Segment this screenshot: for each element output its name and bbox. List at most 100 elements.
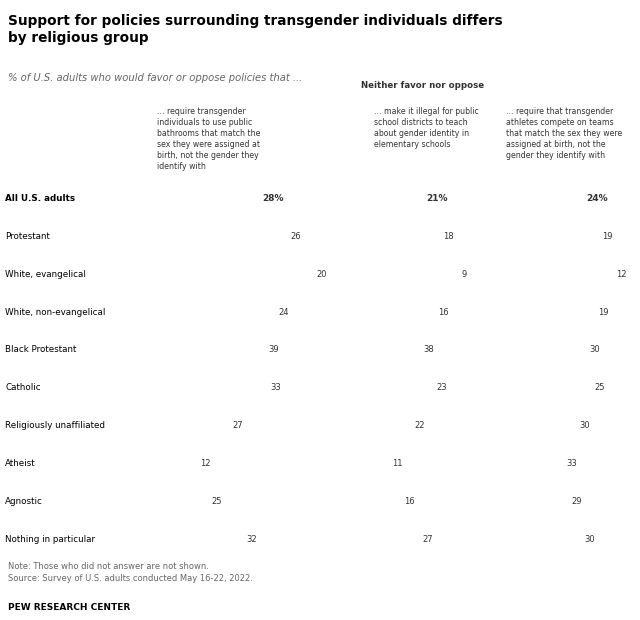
Text: Atheist: Atheist	[5, 459, 36, 468]
Text: 44: 44	[396, 383, 406, 392]
Text: 45: 45	[530, 421, 540, 430]
Text: 25: 25	[594, 383, 605, 392]
Text: ... require that transgender
athletes compete on teams
that match the sex they w: ... require that transgender athletes co…	[506, 107, 622, 160]
Text: 15: 15	[620, 383, 631, 392]
Text: 70: 70	[287, 459, 298, 468]
Text: 53: 53	[207, 232, 218, 241]
Text: 49: 49	[532, 534, 543, 544]
Text: 26: 26	[333, 383, 344, 392]
Text: 28%: 28%	[262, 194, 284, 203]
Text: 48: 48	[312, 421, 323, 430]
Text: 34: 34	[468, 308, 479, 317]
Text: White, non-evangelical: White, non-evangelical	[5, 308, 106, 317]
Text: Neither favor nor oppose: Neither favor nor oppose	[361, 81, 484, 91]
Text: 19: 19	[602, 232, 612, 241]
Text: 52: 52	[401, 232, 412, 241]
Text: Strongly oppose or oppose: Strongly oppose or oppose	[491, 81, 623, 91]
Text: 23: 23	[436, 383, 447, 392]
Text: 31%: 31%	[324, 194, 346, 203]
Text: 16: 16	[168, 497, 179, 506]
Text: 33: 33	[566, 459, 577, 468]
Text: Nothing in particular: Nothing in particular	[5, 534, 95, 544]
Text: 12: 12	[616, 270, 627, 279]
Text: 13: 13	[377, 459, 388, 468]
Text: 16: 16	[438, 308, 449, 317]
Text: 20: 20	[339, 232, 350, 241]
Text: 33: 33	[610, 459, 621, 468]
Text: 39: 39	[269, 345, 279, 355]
Text: 26: 26	[385, 421, 396, 430]
Text: 24%: 24%	[587, 194, 608, 203]
Text: 59: 59	[539, 383, 550, 392]
Text: 15: 15	[619, 345, 630, 355]
Text: PEW RESEARCH CENTER: PEW RESEARCH CENTER	[8, 603, 131, 612]
Text: 21%: 21%	[426, 194, 448, 203]
Text: 22: 22	[477, 270, 488, 279]
Text: 38: 38	[424, 345, 435, 355]
Text: 40: 40	[194, 383, 204, 392]
Text: 11: 11	[392, 459, 402, 468]
Text: 30: 30	[387, 534, 398, 544]
Text: ... require transgender
individuals to use public
bathrooms that match the
sex t: ... require transgender individuals to u…	[157, 107, 260, 171]
Text: 68: 68	[223, 270, 234, 279]
Text: 43: 43	[465, 534, 475, 544]
Text: 25: 25	[178, 421, 188, 430]
Text: 39: 39	[321, 534, 332, 544]
Text: 17%: 17%	[614, 194, 635, 203]
Text: 58%: 58%	[533, 194, 554, 203]
Text: 82: 82	[554, 270, 564, 279]
Text: Black Protestant: Black Protestant	[5, 345, 77, 355]
Text: 9: 9	[461, 270, 467, 279]
Text: 19: 19	[598, 308, 609, 317]
Text: 24: 24	[614, 421, 625, 430]
Text: 49: 49	[399, 308, 410, 317]
Text: 68: 68	[545, 232, 556, 241]
Text: Catholic: Catholic	[5, 383, 41, 392]
Text: 12: 12	[200, 459, 211, 468]
Text: Agnostic: Agnostic	[5, 497, 43, 506]
Text: Strongly favor or favor: Strongly favor or favor	[205, 81, 317, 91]
Text: 15: 15	[620, 308, 631, 317]
Text: 41%: 41%	[388, 194, 410, 203]
Text: ... make it illegal for public
school districts to teach
about gender identity i: ... make it illegal for public school di…	[374, 107, 479, 149]
Text: Protestant: Protestant	[5, 232, 50, 241]
Text: 76: 76	[444, 459, 455, 468]
Text: 34: 34	[468, 345, 478, 355]
Text: 30: 30	[584, 534, 595, 544]
Text: Support for policies surrounding transgender individuals differs
by religious gr: Support for policies surrounding transge…	[8, 14, 503, 45]
Text: 36: 36	[189, 345, 200, 355]
Text: 29: 29	[572, 497, 582, 506]
Text: 26: 26	[385, 345, 396, 355]
Text: 11: 11	[621, 232, 632, 241]
Text: 38%: 38%	[462, 194, 484, 203]
Text: 27: 27	[233, 421, 243, 430]
Text: 24: 24	[335, 345, 346, 355]
Text: 52: 52	[459, 421, 470, 430]
Text: Note: Those who did not answer are not shown.
Source: Survey of U.S. adults cond: Note: Those who did not answer are not s…	[8, 562, 253, 583]
Text: 48: 48	[202, 308, 213, 317]
Text: 62: 62	[452, 497, 463, 506]
Text: 32: 32	[246, 534, 257, 544]
Text: 21: 21	[382, 497, 392, 506]
Text: 65: 65	[543, 308, 554, 317]
Text: 11: 11	[349, 270, 360, 279]
Text: All U.S. adults: All U.S. adults	[5, 194, 76, 203]
Text: 34: 34	[523, 459, 533, 468]
Text: 17: 17	[170, 459, 180, 468]
Text: 29: 29	[182, 534, 193, 544]
Text: 18: 18	[444, 232, 454, 241]
Text: 27: 27	[422, 534, 433, 544]
Text: 24: 24	[278, 308, 289, 317]
Text: 33: 33	[271, 383, 282, 392]
Text: % of U.S. adults who would favor or oppose policies that ...: % of U.S. adults who would favor or oppo…	[8, 73, 303, 83]
Text: 59: 59	[300, 497, 311, 506]
Text: 69: 69	[411, 270, 422, 279]
Text: White, evangelical: White, evangelical	[5, 270, 86, 279]
Text: 20: 20	[617, 534, 628, 544]
Text: 33: 33	[470, 383, 481, 392]
Text: 41%: 41%	[189, 194, 211, 203]
Text: 16: 16	[404, 497, 415, 506]
Text: 25: 25	[212, 497, 222, 506]
Text: 30: 30	[579, 421, 589, 430]
Text: 26: 26	[291, 232, 301, 241]
